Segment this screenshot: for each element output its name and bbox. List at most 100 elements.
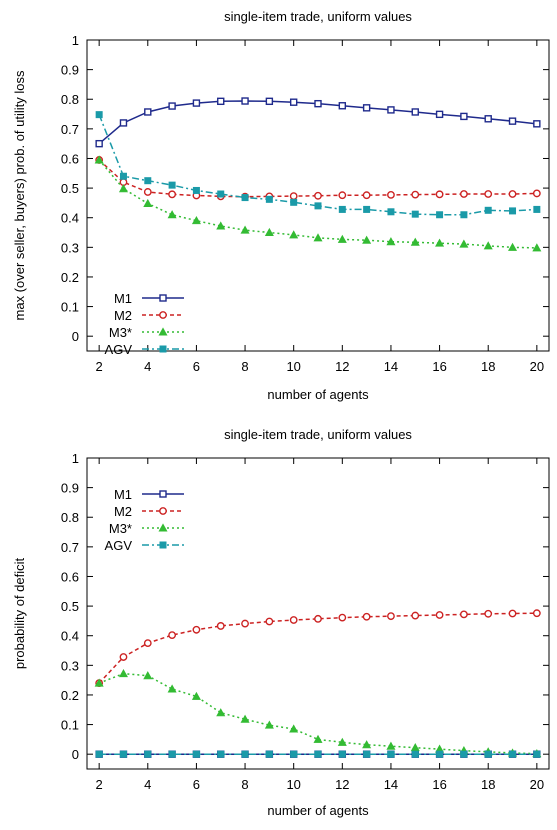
data-point — [143, 639, 152, 648]
data-point — [119, 750, 127, 758]
x-tick-label: 10 — [286, 359, 300, 374]
y-tick-label: 0.3 — [61, 658, 79, 673]
data-point — [435, 611, 444, 619]
data-point — [509, 750, 517, 758]
data-point — [265, 195, 273, 203]
y-tick-label: 0.4 — [61, 629, 79, 644]
data-point — [509, 207, 517, 215]
data-point — [386, 237, 396, 246]
data-point — [459, 190, 468, 198]
data-point — [314, 99, 322, 108]
data-point — [314, 614, 322, 623]
data-point — [241, 194, 249, 202]
data-point — [460, 211, 468, 219]
series-agv — [95, 750, 541, 758]
x-tick-label: 16 — [432, 777, 446, 792]
y-tick-label: 0 — [72, 329, 79, 344]
y-tick-label: 0.2 — [61, 688, 79, 703]
legend-marker — [159, 507, 167, 515]
data-point — [167, 210, 177, 219]
data-point — [240, 225, 250, 234]
data-point — [191, 691, 201, 700]
data-point — [314, 202, 322, 210]
data-point — [533, 205, 541, 213]
data-point — [290, 750, 298, 758]
data-point — [191, 216, 201, 225]
y-tick-label: 0.8 — [61, 92, 79, 107]
data-point — [508, 609, 517, 618]
x-tick-label: 18 — [481, 777, 495, 792]
data-point — [144, 750, 152, 758]
legend-label: M1 — [114, 291, 132, 306]
data-point — [410, 237, 420, 246]
data-point — [217, 190, 225, 198]
data-point — [411, 108, 419, 116]
x-tick-label: 8 — [241, 777, 248, 792]
y-tick-label: 0.8 — [61, 510, 79, 525]
data-point — [338, 191, 347, 200]
data-point — [264, 227, 274, 237]
data-point — [216, 622, 225, 630]
data-point — [532, 609, 541, 618]
data-point — [144, 177, 152, 185]
data-point — [192, 99, 201, 107]
y-tick-label: 0.1 — [61, 718, 79, 733]
data-point — [119, 172, 127, 180]
legend: M1 M2 M3* AGV — [105, 291, 184, 357]
data-point — [363, 205, 371, 213]
series-line — [98, 114, 537, 216]
x-tick-label: 16 — [432, 359, 446, 374]
y-tick-label: 0 — [72, 747, 79, 762]
data-point — [362, 235, 372, 244]
data-point — [241, 97, 249, 105]
series-m1 — [95, 97, 541, 148]
data-point — [508, 242, 518, 251]
y-tick-label: 0.6 — [61, 151, 79, 166]
data-point — [118, 669, 128, 678]
data-point — [483, 241, 493, 250]
data-point — [484, 609, 493, 618]
data-point — [95, 750, 103, 758]
data-point — [217, 97, 225, 106]
y-tick-label: 0.1 — [61, 300, 79, 315]
legend-marker — [159, 294, 167, 302]
y-tick-label: 0.7 — [61, 122, 79, 137]
series-line — [98, 612, 537, 684]
x-tick-label: 2 — [96, 359, 103, 374]
y-tick-label: 1 — [72, 33, 79, 48]
y-tick-label: 1 — [72, 451, 79, 466]
data-point — [387, 612, 395, 621]
legend-label: AGV — [105, 538, 133, 553]
plot-frame — [86, 39, 550, 352]
legend-marker — [159, 311, 167, 319]
x-tick-label: 12 — [335, 777, 349, 792]
data-point — [459, 610, 468, 619]
y-tick-label: 0.3 — [61, 240, 79, 255]
series-m3 — [94, 155, 542, 252]
data-point — [337, 234, 347, 243]
data-point — [168, 190, 177, 199]
data-point — [363, 750, 371, 758]
data-point — [241, 750, 249, 758]
x-tick-label: 10 — [286, 777, 300, 792]
data-point — [460, 750, 468, 758]
data-point — [435, 190, 444, 199]
x-tick-label: 4 — [144, 777, 151, 792]
x-tick-label: 2 — [96, 777, 103, 792]
series-agv — [95, 111, 541, 219]
x-axis-label: number of agents — [267, 803, 369, 818]
data-point — [168, 750, 176, 758]
x-tick-label: 14 — [384, 777, 398, 792]
data-point — [387, 191, 395, 199]
data-point — [216, 221, 226, 230]
data-point — [484, 750, 492, 758]
chart-title: single-item trade, uniform values — [224, 427, 412, 442]
data-point — [289, 98, 298, 106]
data-point — [338, 102, 347, 110]
data-point — [338, 613, 347, 622]
data-point — [167, 684, 177, 693]
data-point — [289, 192, 298, 200]
data-point — [435, 110, 444, 119]
data-point — [94, 678, 104, 687]
